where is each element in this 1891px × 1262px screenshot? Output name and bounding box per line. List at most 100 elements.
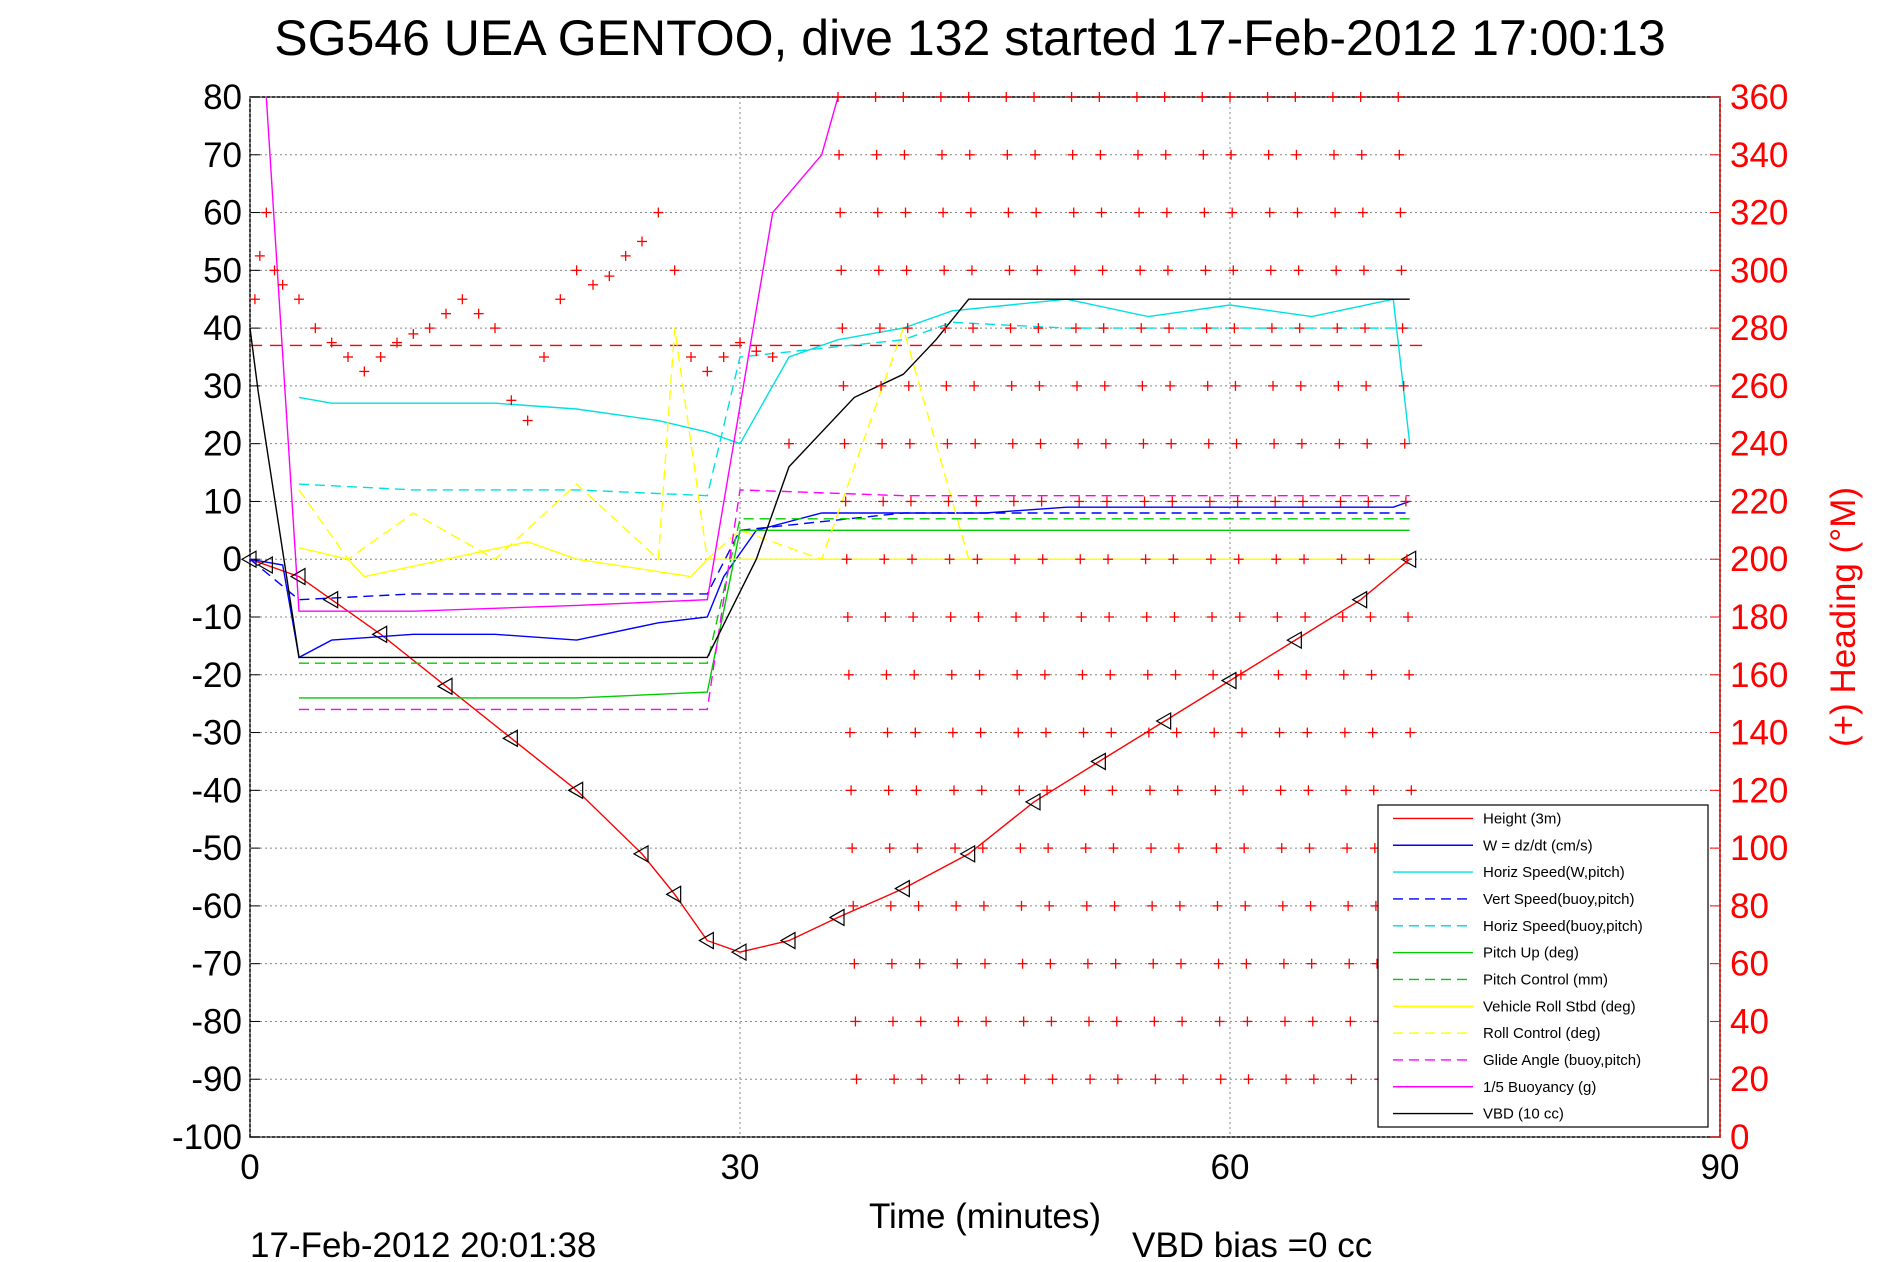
heading-point (1141, 612, 1152, 622)
heading-point (1305, 900, 1316, 911)
heading-point (1080, 843, 1091, 854)
heading-point (907, 554, 918, 565)
heading-point (1396, 265, 1407, 276)
footer-timestamp: 17-Feb-2012 20:01:38 (250, 1226, 596, 1262)
heading-point (1019, 1074, 1030, 1085)
heading-point (1017, 958, 1028, 969)
heading-point (1172, 785, 1183, 796)
heading-point (1398, 380, 1409, 391)
heading-point (1143, 727, 1154, 738)
heading-point (1327, 92, 1338, 102)
heading-point (277, 279, 288, 290)
heading-point (954, 1074, 965, 1085)
heading-point (424, 323, 435, 334)
heading-point (1268, 380, 1279, 391)
heading-point (1294, 323, 1305, 334)
heading-point (686, 352, 696, 362)
right-y-tick-label: 240 (1730, 425, 1788, 464)
heading-point (1213, 958, 1224, 969)
heading-point (898, 92, 909, 102)
y-tick-label: 70 (203, 136, 242, 175)
legend-box (1377, 804, 1709, 1128)
y-tick-label: 20 (203, 425, 242, 464)
heading-point (952, 958, 963, 969)
heading-point (877, 438, 888, 449)
heading-point (1228, 265, 1239, 276)
series-line-8 (298, 325, 1410, 561)
heading-point (1265, 265, 1276, 276)
chart-title: SG546 UEA GENTOO, dive 132 started 17-Fe… (274, 10, 1666, 66)
legend-label-3: Vert Speed(buoy,pitch) (1483, 891, 1634, 908)
heading-point (1403, 612, 1414, 622)
heading-point (1085, 1074, 1096, 1085)
heading-point (1100, 438, 1111, 449)
heading-point (254, 250, 265, 261)
heading-point (1303, 785, 1314, 796)
heading-point (837, 323, 848, 334)
heading-point (936, 149, 947, 160)
heading-point (880, 612, 891, 622)
heading-point (1399, 438, 1410, 449)
y-tick-label: 80 (203, 78, 242, 117)
right-y-tick-label: 320 (1730, 194, 1788, 233)
heading-point (1076, 612, 1087, 622)
heading-markers (249, 92, 1422, 1085)
y-tick-label: 0 (223, 540, 242, 579)
heading-point (1146, 843, 1157, 854)
heading-point (326, 337, 337, 348)
heading-point (1074, 496, 1085, 507)
right-y-axis-label: (+) Heading (°M) (1824, 487, 1863, 747)
heading-point (735, 337, 745, 348)
heading-point (1210, 785, 1221, 796)
heading-point (1199, 207, 1210, 218)
heading-point (872, 207, 883, 218)
heading-point (970, 438, 981, 449)
heading-point (887, 1016, 898, 1027)
height-marker (567, 781, 584, 800)
height-marker (436, 677, 453, 696)
right-y-tick-label: 0 (1730, 1118, 1749, 1157)
heading-point (1290, 92, 1301, 102)
right-y-tick-label: 140 (1730, 714, 1788, 753)
heading-point (1307, 1016, 1318, 1027)
heading-point (975, 727, 986, 738)
heading-point (1035, 438, 1046, 449)
heading-point (1292, 207, 1303, 218)
heading-point (1300, 612, 1311, 622)
heading-point (408, 328, 419, 339)
right-y-tick-label: 260 (1730, 367, 1788, 406)
y-tick-label: 30 (203, 367, 242, 406)
heading-point (555, 294, 566, 305)
right-y-tick-label: 200 (1730, 540, 1788, 579)
heading-point (838, 380, 849, 391)
heading-point (878, 496, 889, 507)
heading-point (1094, 92, 1105, 102)
heading-point (981, 1016, 992, 1027)
heading-point (1178, 1074, 1189, 1085)
heading-point (1012, 669, 1023, 680)
legend-label-4: Horiz Speed(buoy,pitch) (1483, 918, 1643, 935)
heading-point (1332, 323, 1343, 334)
series-line-9 (299, 489, 1410, 711)
heading-point (1306, 958, 1317, 969)
heading-point (1234, 612, 1245, 622)
heading-point (1008, 496, 1019, 507)
legend-label-9: Glide Angle (buoy,pitch) (1483, 1052, 1641, 1069)
heading-point (844, 727, 855, 738)
heading-point (1360, 323, 1371, 334)
heading-point (1235, 669, 1246, 680)
heading-point (910, 727, 921, 738)
heading-point (1075, 554, 1086, 565)
legend-label-6: Pitch Control (mm) (1483, 971, 1608, 988)
heading-point (588, 279, 598, 290)
y-tick-label: -20 (191, 656, 242, 695)
heading-point (1238, 785, 1249, 796)
heading-point (978, 900, 989, 911)
heading-point (1279, 1016, 1290, 1027)
y-tick-label: -30 (191, 714, 242, 753)
heading-point (1200, 265, 1211, 276)
heading-point (1044, 900, 1055, 911)
heading-point (1274, 727, 1285, 738)
heading-point (1346, 1074, 1357, 1085)
